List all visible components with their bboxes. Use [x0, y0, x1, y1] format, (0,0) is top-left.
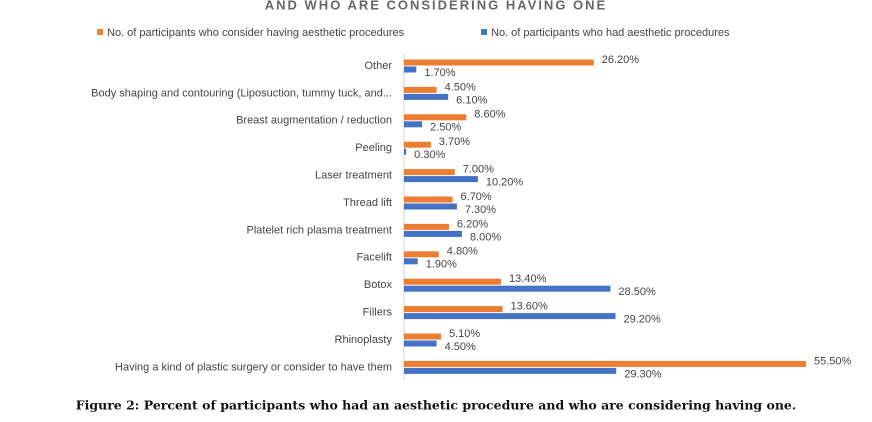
y-tick-label: Platelet rich plasma treatment [246, 224, 392, 236]
value-label: 13.40% [509, 273, 547, 285]
y-tick-label: Body shaping and contouring (Liposuction… [91, 87, 392, 99]
y-tick-label: Laser treatment [315, 170, 392, 182]
bar [404, 196, 453, 203]
value-label: 13.60% [511, 301, 549, 313]
value-label: 4.50% [445, 341, 476, 353]
value-label: 7.00% [463, 164, 494, 176]
value-label: 26.20% [602, 54, 640, 66]
bar [404, 340, 437, 347]
legend-label: No. of participants who had aesthetic pr… [491, 27, 730, 39]
bar [404, 278, 502, 285]
bar [404, 176, 478, 183]
value-label: 3.70% [439, 136, 470, 148]
value-label: 8.60% [474, 109, 505, 121]
y-tick-label: Botox [364, 279, 393, 291]
bar [404, 203, 457, 210]
bar [404, 59, 594, 66]
value-label: 29.30% [624, 368, 662, 380]
bar [404, 148, 407, 155]
value-label: 8.00% [470, 231, 501, 243]
value-label: 5.10% [449, 328, 480, 340]
chart-title: AND WHO ARE CONSIDERING HAVING ONE [265, 0, 607, 12]
value-label: 6.10% [456, 94, 487, 106]
legend-swatch [97, 29, 103, 35]
value-label: 6.20% [457, 218, 488, 230]
bar [404, 306, 503, 313]
y-tick-label: Thread lift [343, 197, 392, 209]
bar [404, 169, 455, 176]
bar [404, 86, 437, 93]
bar [404, 367, 617, 374]
value-label: 6.70% [461, 191, 492, 203]
value-label: 10.20% [486, 177, 524, 189]
value-label: 4.80% [447, 246, 478, 258]
y-tick-label: Facelift [357, 252, 392, 264]
bar [404, 93, 449, 100]
bar [404, 114, 467, 121]
y-tick-label: Fillers [363, 307, 393, 319]
bar [404, 285, 611, 292]
value-label: 29.20% [624, 314, 662, 326]
bar [404, 230, 462, 237]
bar [404, 313, 616, 320]
y-tick-label: Rhinoplasty [335, 334, 393, 346]
bar [404, 66, 417, 73]
bar [404, 121, 423, 128]
value-label: 7.30% [465, 204, 496, 216]
y-tick-label: Other [364, 60, 392, 72]
value-label: 2.50% [430, 122, 461, 134]
bar [404, 360, 806, 367]
caption: Figure 2: Percent of participants who ha… [76, 398, 797, 413]
value-label: 55.50% [814, 355, 852, 367]
value-label: 0.30% [414, 149, 445, 161]
bar [404, 141, 431, 148]
bar [404, 258, 418, 265]
y-tick-label: Peeling [355, 142, 392, 154]
y-tick-label: Having a kind of plastic surgery or cons… [115, 361, 392, 373]
value-label: 1.90% [426, 259, 457, 271]
value-label: 4.50% [445, 81, 476, 93]
y-tick-label: Breast augmentation / reduction [236, 115, 392, 127]
value-label: 28.50% [618, 286, 656, 298]
bar [404, 251, 439, 258]
legend-label: No. of participants who consider having … [107, 27, 405, 39]
bar [404, 333, 441, 340]
legend-swatch [481, 29, 487, 35]
bar [404, 223, 449, 230]
value-label: 1.70% [424, 67, 455, 79]
